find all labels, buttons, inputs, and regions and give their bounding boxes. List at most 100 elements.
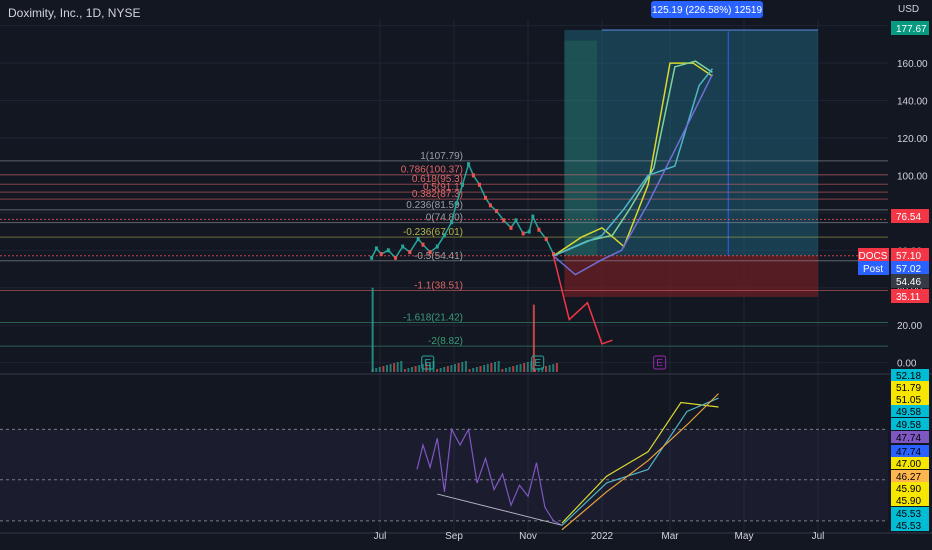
volume-bar-49: [548, 365, 551, 372]
price-point-8: [421, 242, 425, 247]
x-tick-2: Nov: [519, 531, 537, 542]
price-point-18: [484, 195, 488, 200]
price-tag-name-text-2: DOCS: [859, 251, 888, 262]
fib-label-2: 0.618(95.3): [412, 174, 463, 185]
price-tag-name-text-3: Post: [863, 264, 883, 275]
profit-zone: [564, 29, 818, 256]
rsi-tag-text-1: 51.79: [896, 383, 921, 394]
rsi-tag-12: [891, 519, 929, 531]
price-point-17: [477, 182, 481, 187]
rsi-tag-2: [891, 393, 929, 405]
rsi-tag-8: [891, 470, 929, 482]
rsi-tag-text-3: 49.58: [896, 407, 921, 418]
volume-bar-21: [446, 366, 449, 372]
x-tick-0: Jul: [374, 531, 387, 542]
fib-label-7: -0.236(67.01): [403, 227, 463, 238]
rsi-tag-text-11: 45.53: [896, 509, 921, 520]
volume-bar-6: [393, 363, 396, 372]
volume-bar-34: [494, 362, 497, 372]
rsi-tag-5: [891, 431, 929, 443]
rsi-tag-9: [891, 482, 929, 494]
volume-bar-1: [375, 368, 378, 372]
price-tag-name-3: [858, 261, 889, 275]
price-tag-text-4: 54.46: [896, 277, 921, 288]
price-tag-text-0: 177.67: [896, 24, 927, 35]
volume-bar-16: [428, 362, 431, 372]
price-tag-0: [891, 21, 929, 35]
currency-label: USD: [898, 4, 919, 15]
earnings-marker-0: [421, 355, 435, 370]
rsi-tag-text-12: 45.53: [896, 521, 921, 532]
y-tick-6: 120.00: [897, 134, 928, 145]
rsi-tag-text-4: 49.58: [896, 420, 921, 431]
rsi-tag-10: [891, 494, 929, 506]
volume-bar-20: [443, 367, 446, 372]
projection-red: [552, 255, 613, 345]
fib-label-0: 1(107.79): [420, 151, 463, 162]
price-point-7: [416, 237, 420, 242]
volume-bar-19: [439, 368, 442, 372]
volume-bar-15: [425, 363, 428, 372]
volume-bar-50: [552, 364, 555, 372]
price-tag-4: [891, 274, 929, 288]
x-tick-1: Sep: [445, 531, 463, 542]
projection-purple: [552, 73, 714, 276]
volume-bar-45: [534, 369, 537, 372]
volume-bar-47: [541, 367, 544, 372]
price-tag-text-2: 57.10: [896, 251, 921, 262]
price-tag-5: [891, 289, 929, 303]
fib-label-3: 0.5(91.1): [423, 182, 463, 193]
earnings-marker-1: [531, 355, 545, 370]
rsi-tag-3: [891, 405, 929, 417]
price-point-2: [379, 252, 383, 257]
price-tag-1: [891, 209, 929, 223]
volume-bar-30: [479, 366, 482, 372]
price-point-5: [401, 244, 405, 249]
earnings-label-2: E: [656, 358, 663, 369]
y-tick-7: 140.00: [897, 97, 928, 108]
measure-label-box: [651, 1, 763, 18]
price-point-21: [502, 218, 506, 223]
fib-label-1: 0.786(100.37): [401, 165, 463, 176]
volume-bar-9: [403, 369, 406, 372]
x-tick-5: May: [735, 531, 754, 542]
volume-bar-13: [418, 365, 421, 372]
volume-bar-39: [512, 366, 515, 372]
earnings-label-1: E: [534, 358, 541, 369]
price-point-20: [494, 208, 498, 213]
price-point-16: [471, 173, 475, 178]
rsi-tag-1: [891, 381, 929, 393]
fib-label-6: 0(74.80): [426, 213, 463, 224]
price-point-25: [527, 229, 531, 234]
rsi-projection-orange: [561, 393, 719, 531]
volume-bar-5: [389, 364, 392, 372]
volume-bar-35: [497, 361, 500, 372]
rsi-tag-text-0: 52.18: [896, 371, 921, 382]
price-point-1: [374, 246, 378, 251]
measure-label: 125.19 (226.58%) 12519: [652, 5, 763, 16]
volume-bar-8: [400, 361, 403, 372]
volume-bar-33: [490, 363, 493, 372]
rsi-band: [0, 429, 888, 521]
price-point-11: [442, 233, 446, 238]
volume-bar-32: [486, 364, 489, 372]
volume-bar-26: [464, 361, 467, 372]
rsi-tag-0: [891, 369, 929, 381]
volume-bar-40: [515, 365, 518, 372]
rsi-tag-text-8: 46.27: [896, 472, 921, 483]
volume-bar-42: [523, 363, 526, 372]
price-tag-name-2: [858, 248, 889, 262]
y-tick-5: 100.00: [897, 171, 928, 182]
price-point-15: [467, 162, 471, 167]
fib-label-11: -2(8.82): [428, 336, 463, 347]
volume-bar-23: [454, 364, 456, 372]
price-point-4: [394, 255, 398, 260]
volume-bar-48: [544, 366, 547, 372]
price-tag-text-3: 57.02: [896, 264, 921, 275]
rsi-projection-teal: [561, 397, 719, 526]
volume-bar-27: [468, 369, 471, 372]
rsi-tag-text-2: 51.05: [896, 395, 921, 406]
price-tag-text-5: 35.11: [896, 292, 921, 303]
price-point-14: [460, 182, 464, 187]
x-tick-3: 2022: [591, 531, 614, 542]
